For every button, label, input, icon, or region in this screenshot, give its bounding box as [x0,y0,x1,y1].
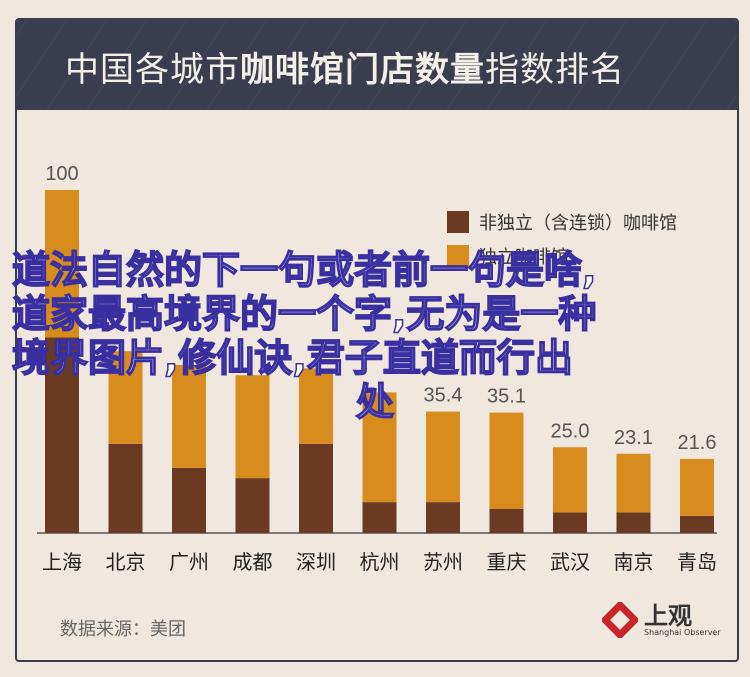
chart-header: 中国各城市咖啡馆门店数量指数排名 [17,20,737,110]
shanghai-observer-logo: 上观 Shanghai Observer [602,602,721,638]
bar-light-4 [299,368,333,444]
category-label-8: 武汉 [550,550,590,574]
legend-swatch-dark [447,211,469,233]
overlay-text: 道法自然的下一句或者前一句是啥, 道家最高境界的一个字,无为是一种 境界图片,修… [0,247,750,425]
title-part-1: 中国各城市 [65,50,240,90]
bar-dark-2 [172,467,206,533]
logo-icon [602,602,638,638]
data-label-10: 21.6 [678,432,717,454]
overlay-line-3: 境界图片,修仙诀,君子直道而行出 [11,335,573,381]
category-label-5: 杭州 [360,550,400,574]
category-label-1: 北京 [106,550,146,574]
overlay-line-2: 道家最高境界的一个字,无为是一种 [11,291,597,337]
bar-light-10 [680,458,714,516]
bar-dark-0 [45,337,79,533]
logo-sub: Shanghai Observer [644,627,721,637]
category-label-0: 上海 [42,550,82,574]
bar-light-2 [172,364,206,468]
bar-light-3 [235,375,270,479]
bar-dark-1 [108,443,143,533]
overlay-line-4: 处 [355,379,395,425]
bar-light-0 [45,190,79,338]
bar-light-9 [616,453,651,513]
category-label-3: 成都 [233,550,273,574]
bar-dark-3 [235,478,270,533]
bar-light-1 [108,351,143,444]
data-label-8: 25.0 [551,420,590,442]
bar-light-5 [362,392,397,503]
category-label-2: 广州 [169,550,209,574]
header-pattern [17,20,737,110]
title-part-3: 指数排名 [485,50,625,90]
data-label-7: 35.1 [487,386,526,408]
bar-dark-10 [680,515,714,533]
category-label-7: 重庆 [487,550,527,574]
bar-dark-6 [426,502,460,533]
category-label-10: 青岛 [677,550,717,574]
data-label-9: 23.1 [614,427,653,449]
bar-dark-7 [489,508,524,533]
bar-dark-8 [553,512,587,533]
bar-light-7 [489,412,524,509]
logo-name: 上观 [644,601,692,630]
title-part-2: 咖啡馆门店数量 [240,50,485,90]
bar-dark-5 [362,502,397,533]
legend-label-light: 独立咖啡馆 [479,247,569,268]
data-label-6: 35.4 [424,385,463,407]
legend-item-light: 独立咖啡馆 [447,239,677,273]
data-source: 数据来源：美团 [60,619,186,640]
overlay-line-1: 道法自然的下一句或者前一句是啥, [11,247,597,293]
bar-dark-4 [299,443,333,533]
legend-item-dark: 非独立（含连锁）咖啡馆 [447,205,677,239]
chart-card: 中国各城市咖啡馆门店数量指数排名 100 上海 北京 广州 成都 深圳 杭州 35.4 苏州 35… [15,18,739,662]
bar-chart: 100 上海 北京 广州 成都 深圳 杭州 35.4 苏州 35.1 重庆 25.0 武汉 23.1 南京 2… [37,163,717,574]
legend-label-dark: 非独立（含连锁）咖啡馆 [479,213,677,234]
bar-light-8 [553,447,587,513]
bar-dark-9 [616,512,651,533]
data-label-0: 100 [45,163,78,185]
bar-light-6 [426,411,460,503]
chart-title: 中国各城市咖啡馆门店数量指数排名 [65,42,625,91]
category-label-4: 深圳 [296,550,336,574]
legend: 非独立（含连锁）咖啡馆 独立咖啡馆 [447,205,677,273]
legend-swatch-light [447,245,469,267]
category-label-9: 南京 [614,550,654,574]
category-label-6: 苏州 [423,550,463,574]
